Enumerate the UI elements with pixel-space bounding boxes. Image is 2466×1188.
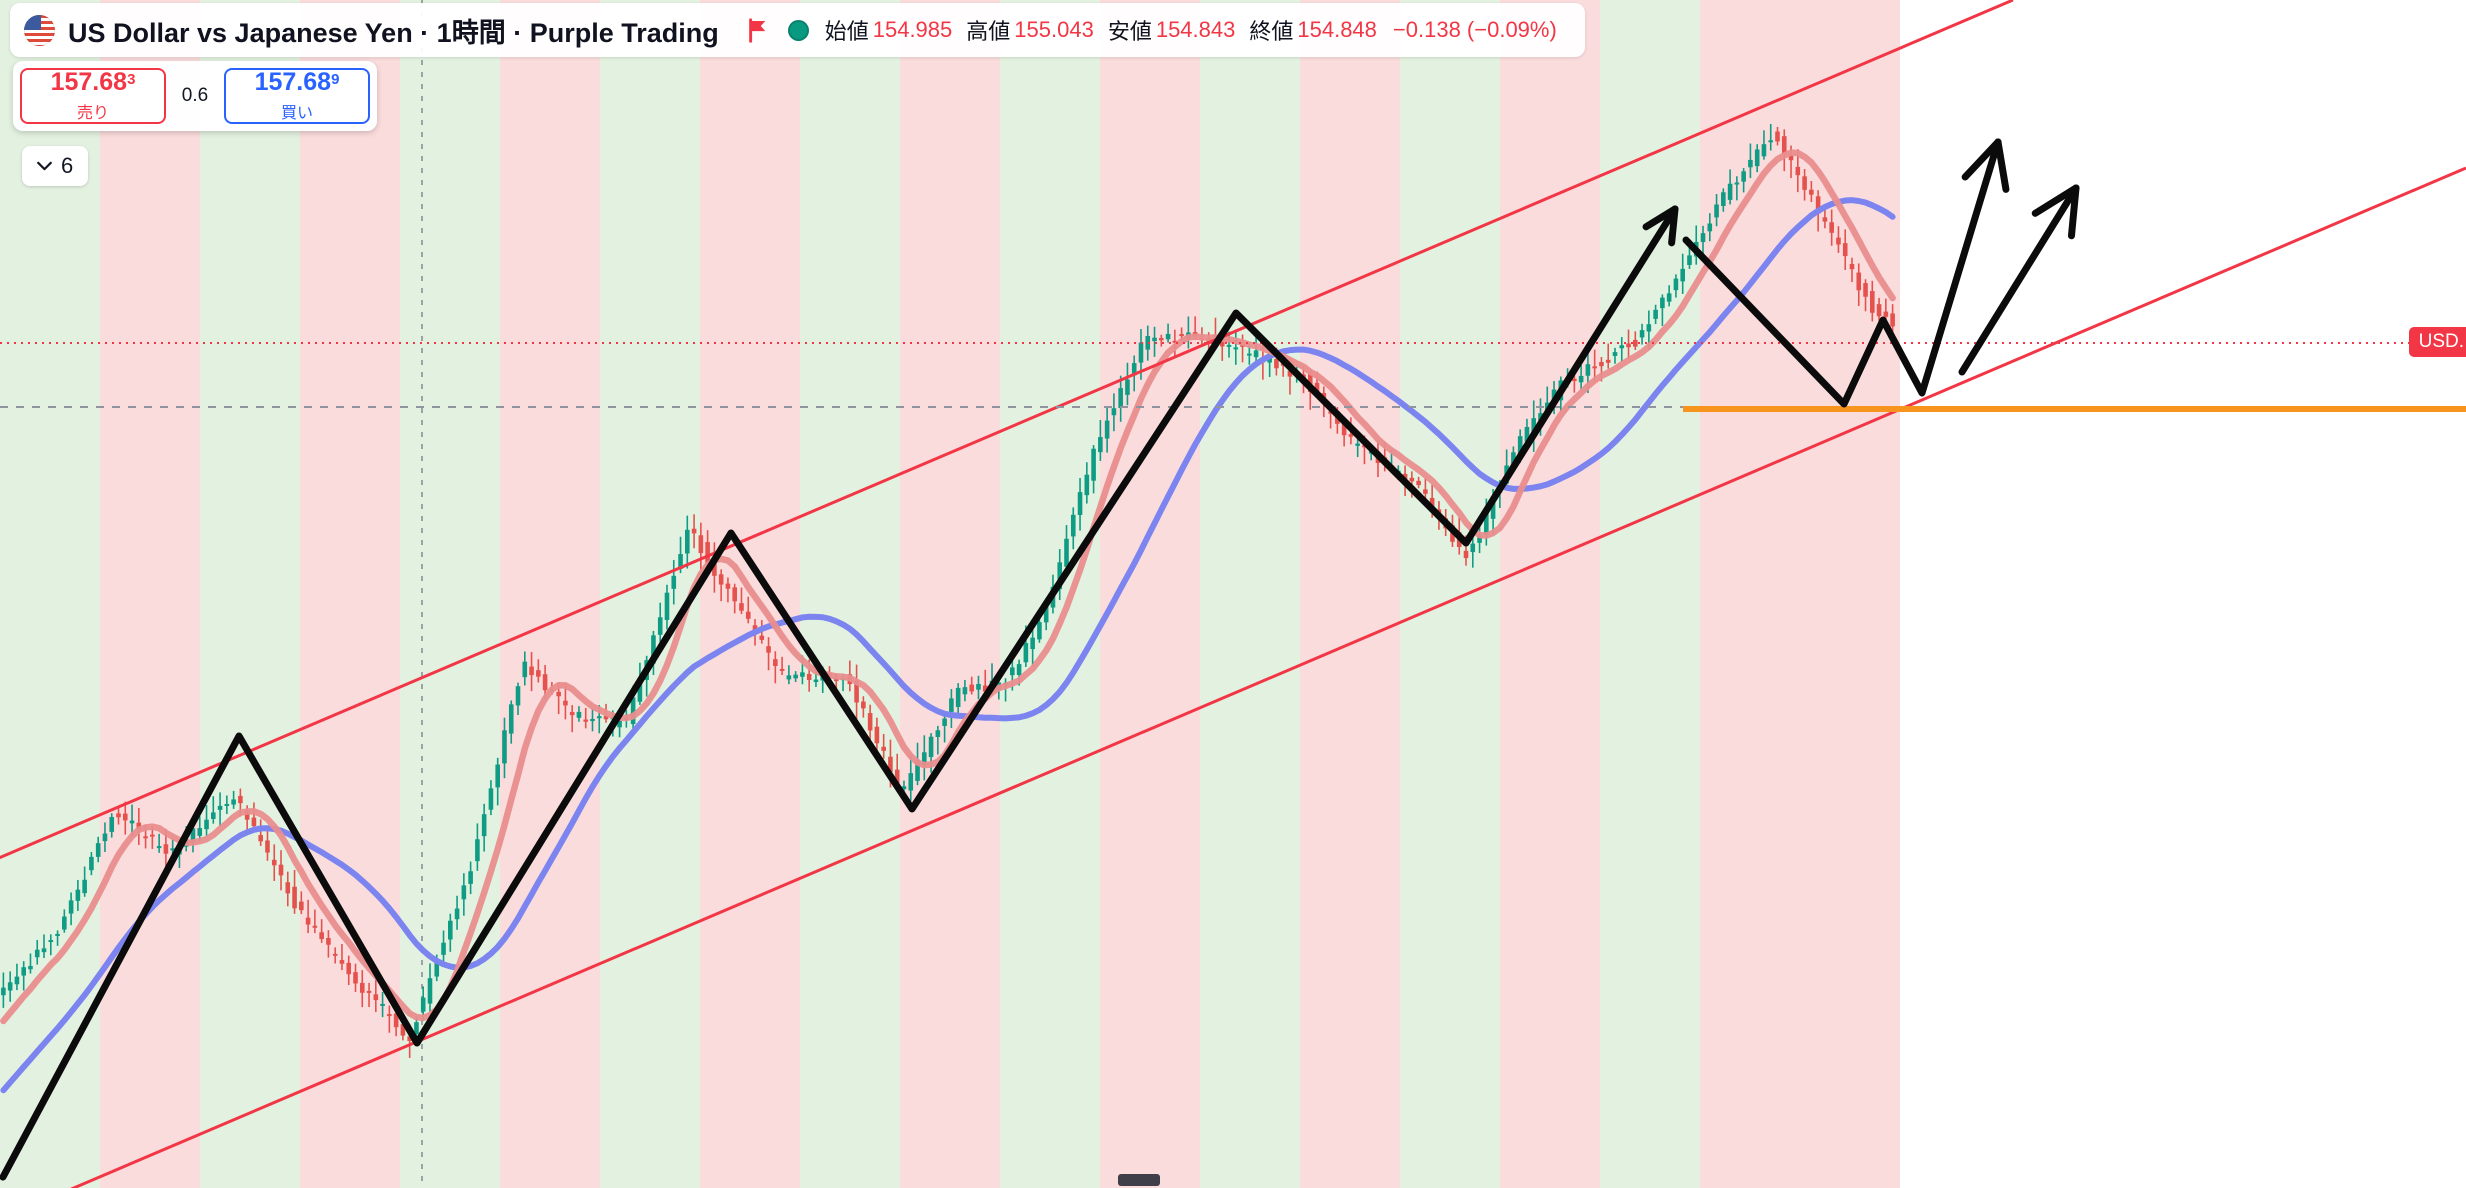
sell-price-sup: 3 [127, 70, 136, 88]
session-stripes-layer [0, 0, 1900, 1188]
open-value: 154.985 [872, 17, 953, 42]
spread-value: 0.6 [181, 85, 209, 106]
high-label: 高値 [966, 19, 1011, 44]
projection-arrow-2[interactable] [1958, 184, 2080, 376]
count-value: 6 [61, 153, 74, 178]
chevron-down-icon [37, 161, 52, 171]
buy-price: 157.689 [254, 67, 340, 96]
object-count-dropdown[interactable]: 6 [22, 146, 89, 186]
red-flag-icon[interactable] [745, 17, 772, 44]
buy-price-sup: 9 [331, 70, 340, 88]
channel-lower-line[interactable] [0, 166, 2466, 1188]
buy-label: 買い [280, 104, 313, 122]
price-axis-symbol-label[interactable]: USD. [2408, 327, 2466, 357]
sell-label: 売り [76, 104, 109, 122]
chart-header-bar: US Dollar vs Japanese Yen · 1時間 · Purple… [10, 3, 1585, 57]
slow-ma-line[interactable] [0, 197, 1896, 1094]
sell-price: 157.683 [50, 67, 136, 96]
drawn-annotations-layer[interactable] [0, 138, 2080, 1181]
zigzag-swing-annotation[interactable] [0, 205, 1679, 1181]
partial-watermark [1118, 1174, 1160, 1186]
change-value: −0.138 (−0.09%) [1392, 17, 1557, 42]
order-panel: 157.683 売り 0.6 157.689 買い [13, 61, 377, 131]
teal-dot-icon[interactable] [787, 19, 809, 41]
projection-w-arrow[interactable] [1682, 138, 2010, 408]
buy-button[interactable]: 157.689 買い [224, 68, 370, 124]
close-label: 終値 [1249, 19, 1294, 44]
open-label: 始値 [824, 19, 869, 44]
high-value: 155.043 [1014, 17, 1094, 42]
low-value: 154.843 [1155, 17, 1236, 42]
ohlc-readout: 始値 154.985 高値 155.043 安値 154.843 終値 154.… [825, 14, 1557, 46]
channel-upper-line[interactable] [0, 0, 2014, 860]
sell-button[interactable]: 157.683 売り [20, 68, 166, 124]
us-flag-icon [24, 14, 55, 46]
symbol-title[interactable]: US Dollar vs Japanese Yen · 1時間 · Purple… [24, 11, 719, 50]
close-value: 154.848 [1297, 17, 1377, 42]
chart-title: US Dollar vs Japanese Yen · 1時間 · Purple… [68, 17, 719, 48]
low-label: 安値 [1107, 19, 1152, 44]
